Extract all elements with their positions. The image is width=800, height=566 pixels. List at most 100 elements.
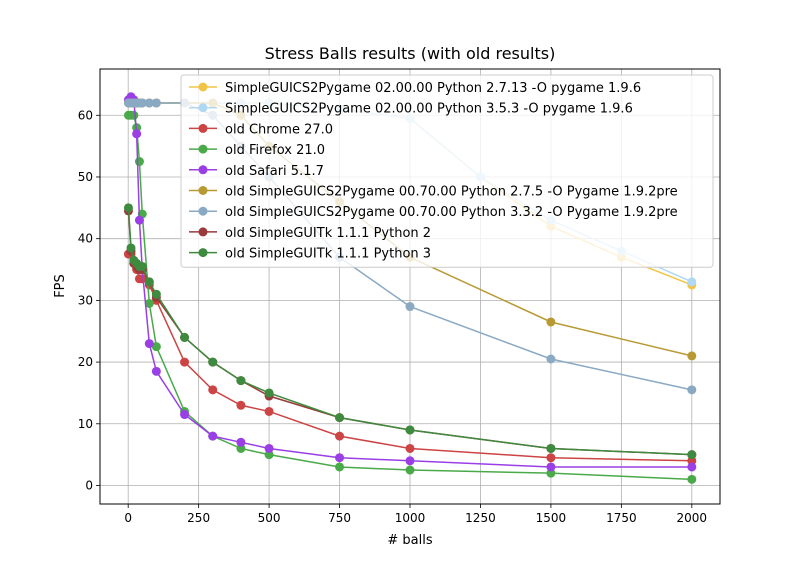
x-tick-label: 750 — [328, 511, 351, 525]
data-point — [180, 332, 190, 342]
data-point — [137, 98, 147, 108]
data-point — [208, 357, 218, 367]
data-point — [144, 339, 154, 349]
legend-label: old Chrome 27.0 — [225, 122, 333, 137]
legend-marker — [198, 186, 208, 195]
data-point — [144, 277, 154, 287]
legend-item: old SimpleGUICS2Pygame 00.70.00 Python 2… — [189, 185, 678, 200]
x-tick-label: 0 — [124, 511, 132, 525]
data-point — [123, 203, 133, 213]
data-point — [405, 443, 415, 453]
x-tick-label: 1500 — [536, 511, 567, 525]
data-point — [405, 456, 415, 466]
legend-item: SimpleGUICS2Pygame 02.00.00 Python 2.7.1… — [189, 81, 641, 96]
data-point — [546, 453, 556, 463]
series-8 — [123, 203, 697, 460]
legend-label: old Safari 5.1.7 — [225, 164, 324, 179]
x-tick-label: 1750 — [606, 511, 637, 525]
legend-label: old SimpleGUITk 1.1.1 Python 3 — [225, 247, 431, 262]
data-point — [208, 431, 218, 441]
data-point — [405, 465, 415, 475]
data-point — [137, 261, 147, 271]
y-axis-label: FPS — [53, 274, 68, 298]
legend-item: old SimpleGUITk 1.1.1 Python 3 — [189, 247, 431, 262]
data-point — [687, 474, 697, 484]
data-point — [151, 289, 161, 299]
data-point — [236, 437, 246, 447]
data-point — [335, 462, 345, 472]
data-point — [144, 98, 154, 108]
data-point — [264, 443, 274, 453]
data-point — [236, 376, 246, 386]
data-point — [687, 450, 697, 460]
data-point — [208, 385, 218, 395]
x-tick-label: 250 — [187, 511, 210, 525]
x-axis: 0 250 500 750 1000 1250 1500 1750 2000 — [124, 504, 707, 525]
data-point — [134, 157, 144, 167]
legend-marker — [198, 206, 208, 216]
legend-box — [180, 74, 714, 268]
legend-label: old SimpleGUICS2Pygame 00.70.00 Python 3… — [225, 205, 678, 220]
y-tick-label: 10 — [78, 417, 93, 431]
data-point — [151, 98, 161, 108]
data-point — [546, 468, 556, 478]
data-point — [137, 274, 147, 284]
legend-marker — [198, 123, 208, 133]
legend-label: SimpleGUICS2Pygame 02.00.00 Python 3.5.3… — [225, 102, 633, 117]
chart-title: Stress Balls results (with old results) — [265, 44, 556, 63]
data-point — [134, 215, 144, 225]
legend-label: old Firefox 21.0 — [225, 143, 325, 158]
y-tick-label: 0 — [85, 478, 93, 492]
data-point — [546, 443, 556, 453]
series-line — [127, 95, 692, 468]
data-point — [180, 357, 190, 367]
data-point — [264, 450, 274, 460]
legend-label: SimpleGUICS2Pygame 02.00.00 Python 2.7.1… — [225, 81, 641, 96]
data-point — [687, 277, 697, 287]
data-point — [132, 129, 142, 139]
data-point — [144, 298, 154, 308]
data-point — [236, 400, 246, 410]
y-tick-label: 50 — [78, 170, 93, 184]
data-point — [687, 462, 697, 472]
legend-item: old SimpleGUITk 1.1.1 Python 2 — [189, 226, 431, 241]
data-point — [335, 431, 345, 441]
legend-item: old Safari 5.1.7 — [189, 164, 324, 179]
legend-marker — [198, 227, 208, 237]
x-tick-label: 1000 — [395, 511, 426, 525]
data-point — [405, 425, 415, 435]
legend-marker — [198, 144, 208, 154]
data-point — [151, 366, 161, 376]
legend-marker — [198, 103, 208, 113]
legend-item: old SimpleGUICS2Pygame 00.70.00 Python 3… — [189, 205, 678, 220]
data-point — [546, 354, 556, 364]
data-point — [264, 388, 274, 398]
data-point — [687, 351, 697, 361]
y-tick-label: 30 — [78, 293, 93, 307]
y-tick-label: 60 — [78, 108, 93, 122]
data-point — [180, 410, 190, 420]
data-point — [405, 302, 415, 312]
data-point — [335, 453, 345, 463]
legend-marker — [198, 248, 208, 258]
x-tick-label: 2000 — [677, 511, 708, 525]
y-axis: 0 10 20 30 40 50 60 — [78, 108, 100, 492]
data-point — [126, 243, 136, 253]
legend: SimpleGUICS2Pygame 02.00.00 Python 2.7.1… — [180, 74, 714, 268]
legend-marker — [198, 82, 208, 92]
legend-label: old SimpleGUICS2Pygame 00.70.00 Python 2… — [225, 185, 678, 200]
legend-marker — [198, 165, 208, 175]
data-point — [546, 317, 556, 327]
x-axis-label: # balls — [387, 533, 432, 548]
data-point — [687, 385, 697, 395]
data-point — [129, 110, 139, 120]
legend-item: old Firefox 21.0 — [189, 143, 325, 158]
data-point — [236, 443, 246, 453]
legend-item: old Chrome 27.0 — [189, 122, 333, 137]
x-tick-label: 500 — [258, 511, 281, 525]
data-point — [687, 456, 697, 466]
y-tick-label: 20 — [78, 355, 93, 369]
data-point — [335, 413, 345, 423]
x-tick-label: 1250 — [465, 511, 496, 525]
